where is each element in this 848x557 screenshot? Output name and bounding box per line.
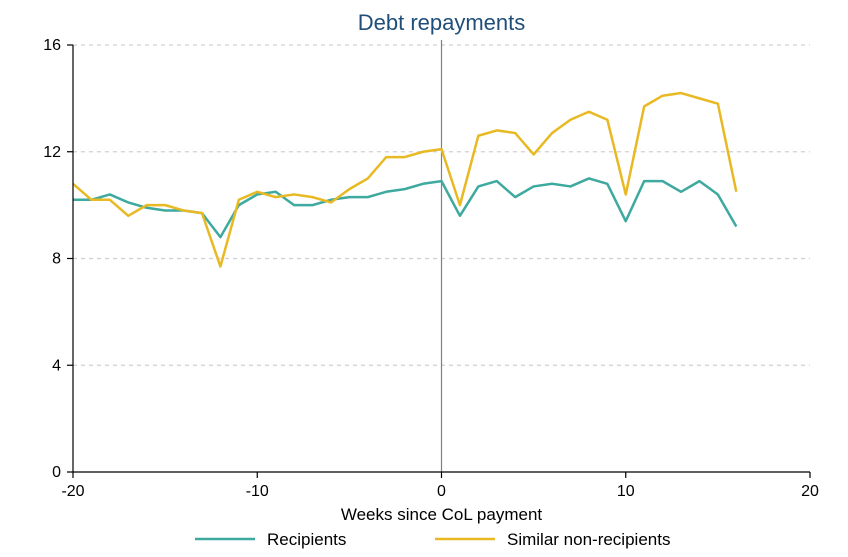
x-tick-label: 0 [437,483,446,500]
legend-label-1: Similar non-recipients [507,530,670,549]
chart-bg [0,0,848,557]
y-tick-label: 12 [43,144,61,161]
y-tick-label: 8 [52,251,61,268]
x-tick-label: -20 [61,483,84,500]
x-tick-label: 20 [801,483,819,500]
y-tick-label: 16 [43,37,61,54]
x-tick-label: 10 [617,483,635,500]
x-tick-label: -10 [246,483,269,500]
legend-label-0: Recipients [267,530,346,549]
line-chart: -20 -10 0 10 20 0 4 8 12 16 Debt repayments Weeks s… [0,0,848,557]
chart-container: -20 -10 0 10 20 0 4 8 12 16 Debt repayments Weeks s… [0,0,848,557]
y-tick-label: 4 [52,357,61,374]
chart-title: Debt repayments [358,10,526,35]
x-axis-label: Weeks since CoL payment [341,505,543,524]
y-tick-label: 0 [52,464,61,481]
